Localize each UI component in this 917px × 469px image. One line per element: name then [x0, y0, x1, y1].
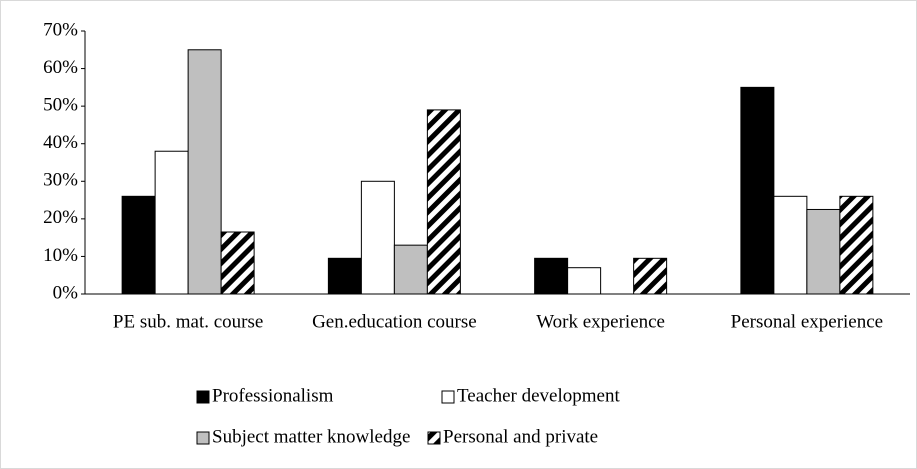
bar — [327, 257, 362, 295]
bar — [360, 180, 395, 295]
bar — [633, 257, 668, 295]
y-tick-label: 60% — [43, 57, 78, 78]
x-tick-label: Work experience — [536, 311, 665, 332]
legend-label: Teacher development — [457, 385, 620, 406]
y-tick-label: 50% — [43, 95, 78, 116]
y-tick-label: 20% — [43, 207, 78, 228]
bar — [839, 195, 874, 295]
y-tick-label: 30% — [43, 170, 78, 191]
y-tick-label: 40% — [43, 132, 78, 153]
bar — [393, 244, 428, 295]
y-tick-label: 10% — [43, 245, 78, 266]
legend-swatch — [441, 390, 455, 404]
bar — [773, 195, 808, 295]
bar — [187, 49, 222, 295]
bar — [806, 208, 841, 295]
bar — [220, 231, 255, 295]
bar — [740, 86, 775, 295]
bar — [154, 150, 189, 295]
legend-swatch — [196, 390, 210, 404]
x-tick-label: PE sub. mat. course — [113, 311, 263, 332]
legend-label: Personal and private — [443, 426, 598, 447]
legend-swatch — [196, 431, 210, 445]
x-tick-label: Personal experience — [731, 311, 883, 332]
legend-label: Subject matter knowledge — [212, 426, 410, 447]
bar — [534, 257, 569, 295]
y-tick-label: 0% — [53, 282, 79, 303]
y-tick-label: 70% — [43, 19, 78, 40]
bar — [426, 109, 461, 295]
legend-label: Professionalism — [212, 385, 334, 406]
legend-swatch — [427, 431, 441, 445]
x-tick-label: Gen.education course — [312, 311, 477, 332]
bar — [121, 195, 156, 295]
bar — [567, 267, 602, 295]
